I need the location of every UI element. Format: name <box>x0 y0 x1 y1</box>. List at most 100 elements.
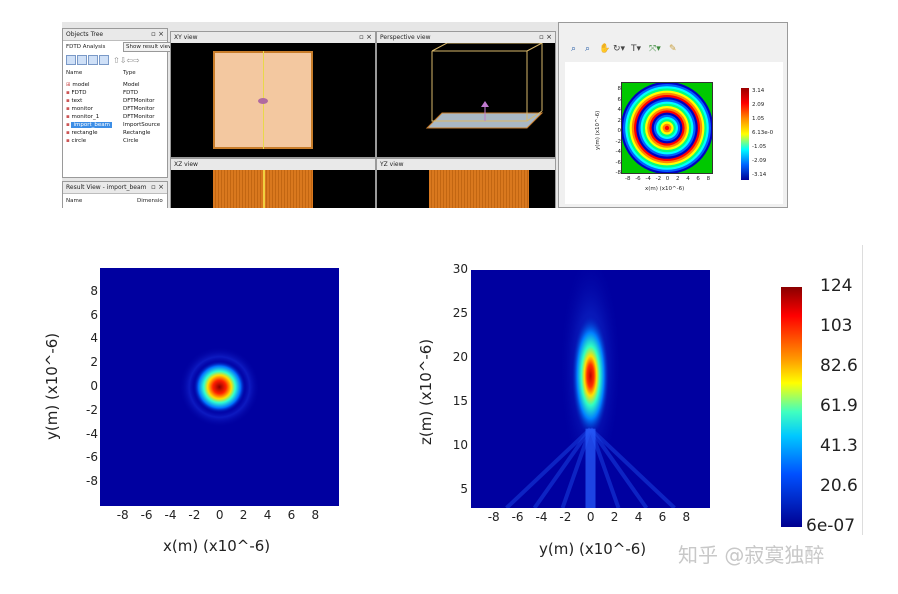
visualizer-y-tick: -8 <box>615 170 621 176</box>
y-tick-label: -6 <box>86 450 98 465</box>
intensity-colorbar <box>781 287 802 527</box>
zoom-out-icon[interactable]: ⌕ <box>585 44 591 54</box>
result-view-title: Result View - import_beam ▫ × <box>63 182 167 194</box>
tree-item-type: DFTMonitor <box>123 106 155 112</box>
text-tool-icon[interactable]: T▾ <box>631 44 642 54</box>
visualizer-colorbar-tick: 3.14 <box>752 88 765 94</box>
yz-substrate <box>429 170 529 208</box>
y-tick-label: 5 <box>460 482 468 497</box>
tree-col-name: Name <box>66 70 83 76</box>
y-tick-label: 2 <box>90 355 98 370</box>
visualizer-x-tick: 4 <box>686 176 690 182</box>
y-tick-label: 8 <box>90 283 98 298</box>
result-view-panel: Result View - import_beam ▫ × Name Dimens… <box>62 181 168 208</box>
visualizer-y-tick: -2 <box>615 138 621 145</box>
rotate-icon[interactable]: ↻▾ <box>613 44 626 54</box>
analysis-label: FDTD Analysis <box>66 44 106 50</box>
tree-item[interactable]: ▪ monitor DFTMonitor <box>66 105 166 113</box>
tree-item-name: model <box>72 82 90 88</box>
visualizer-x-tick: 6 <box>696 176 700 182</box>
visualizer-y-tick: 4 <box>617 107 622 113</box>
x-tick-label: 4 <box>263 508 272 522</box>
visualizer-y-tick: 2 <box>617 117 622 124</box>
tree-item[interactable]: ▪ FDTD FDTD <box>66 89 166 97</box>
visualizer-x-tick: 2 <box>676 176 680 182</box>
panel-controls-icon[interactable]: ▫ × <box>151 30 164 38</box>
phase-plot[interactable] <box>621 82 713 174</box>
add-monitor-icon[interactable] <box>88 55 98 65</box>
add-source-icon[interactable] <box>77 55 87 65</box>
object-icon: ⊞ <box>66 82 73 88</box>
panel-controls-icon[interactable]: ▫ × <box>151 183 164 191</box>
yz-view-canvas[interactable] <box>377 170 555 208</box>
xy-intensity-plot[interactable] <box>100 268 339 506</box>
y-tick-label: 30 <box>452 262 468 276</box>
visualizer-y-tick: 6 <box>617 96 622 103</box>
visualizer-y-tick: -4 <box>615 149 621 155</box>
perspective-view-canvas[interactable] <box>377 42 555 157</box>
objects-tree-title: Objects Tree ▫ × <box>63 29 167 41</box>
tree-item-name: circle <box>71 138 87 144</box>
colorbar-tick: 41.3 <box>820 436 858 456</box>
visualizer-colorbar-tick: 6.13e-0 <box>752 130 774 136</box>
right-plot-xlabel: y(m) (x10^-6) <box>539 540 647 558</box>
move-arrows-icon[interactable]: ⇧⇩⇦⇨ <box>113 56 140 65</box>
visualizer-colorbar-tick: 2.09 <box>752 102 765 108</box>
visualizer-colorbar-tick: -3.14 <box>752 172 767 178</box>
phase-ring <box>664 125 670 131</box>
x-tick-label: -4 <box>164 508 177 522</box>
visualizer-x-tick: -2 <box>655 176 662 182</box>
tree-item[interactable]: ▪ import_beam ImportSource <box>66 121 166 129</box>
visualizer-colorbar-tick: -2.09 <box>752 158 767 164</box>
xz-view-panel[interactable]: XZ view <box>170 158 376 208</box>
visualizer-x-tick: 0 <box>665 176 670 182</box>
import-beam-object[interactable] <box>258 98 268 104</box>
x-tick-label: 0 <box>586 510 595 524</box>
colorbar-tick: 103 <box>820 316 853 336</box>
tree-item[interactable]: ▪ text DFTMonitor <box>66 97 166 105</box>
tree-item[interactable]: ⊞ model Model <box>66 81 166 89</box>
tree-item-type: FDTD <box>123 90 138 96</box>
tree-item[interactable]: ▪ monitor_1 DFTMonitor <box>66 113 166 121</box>
object-icon: ▪ <box>66 138 72 144</box>
data-cursor-icon[interactable]: ⤧▾ <box>649 44 661 54</box>
brush-icon[interactable]: ✎ <box>669 44 677 54</box>
xy-view-panel[interactable]: XY view ▫ × <box>170 31 376 158</box>
tree-col-type: Type <box>123 70 136 76</box>
visualizer-colorbar <box>741 88 749 180</box>
object-icon: ▪ <box>66 106 72 112</box>
visualizer-y-tick: 8 <box>617 86 622 92</box>
x-tick-label: 6 <box>658 510 667 524</box>
x-tick-label: -2 <box>188 508 201 522</box>
panel-controls-icon[interactable]: ▫ × <box>539 33 552 41</box>
tree-item[interactable]: ▪ rectangle Rectangle <box>66 129 166 137</box>
add-analysis-icon[interactable] <box>99 55 109 65</box>
perspective-view-panel[interactable]: Perspective view ▫ × <box>376 31 556 158</box>
object-icon: ▪ <box>66 90 72 96</box>
show-result-view-button[interactable]: Show result view <box>123 42 176 52</box>
pan-icon[interactable]: ✋ <box>599 44 611 54</box>
zoom-icon[interactable]: ⌕ <box>571 44 577 54</box>
xy-view-canvas[interactable] <box>171 43 375 157</box>
perspective-scene <box>425 42 544 129</box>
visualizer-x-tick: -8 <box>625 176 631 182</box>
tree-item-type: ImportSource <box>123 122 161 128</box>
xz-view-canvas[interactable] <box>171 170 375 208</box>
panel-controls-icon[interactable]: ▫ × <box>359 33 372 41</box>
add-object-icon[interactable] <box>66 55 76 65</box>
colorbar-tick-labels: 124 103 82.6 61.9 41.3 20.6 6e-07 <box>806 276 872 536</box>
colorbar-tick: 61.9 <box>820 396 858 416</box>
right-plot-x-ticks: -8 -6 -4 -2 0 2 4 6 8 <box>471 510 710 526</box>
yz-intensity-plot[interactable] <box>471 270 710 508</box>
right-plot-y-ticks: 30 25 20 15 10 5 <box>440 262 468 508</box>
tree-list: ⊞ model Model ▪ FDTD FDTD ▪ text DFTMonitor… <box>66 81 166 161</box>
object-icon: ▪ <box>66 114 72 120</box>
visualizer-y-tick: 0 <box>617 128 622 134</box>
visualizer-colorbar-tick: -1.05 <box>752 144 767 150</box>
tree-item[interactable]: ▪ circle Circle <box>66 137 166 145</box>
x-tick-label: 8 <box>311 508 320 522</box>
yz-view-panel[interactable]: YZ view <box>376 158 556 208</box>
visualizer-xlabel: x(m) (x10^-6) <box>645 186 685 192</box>
yz-intensity-map <box>505 270 676 508</box>
y-tick-label: 6 <box>90 307 98 322</box>
